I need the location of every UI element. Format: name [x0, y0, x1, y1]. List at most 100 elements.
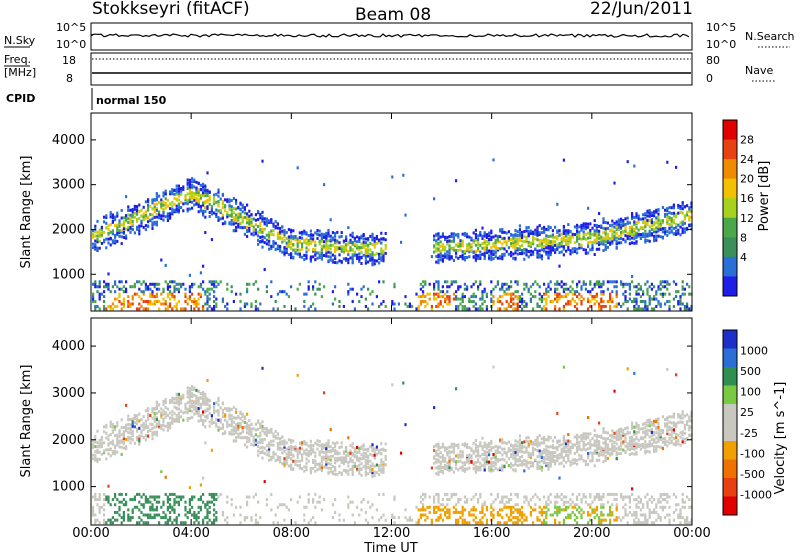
velocity-cell	[446, 492, 449, 496]
power-cell	[606, 245, 609, 249]
power-cell	[107, 231, 110, 235]
velocity-cell	[477, 444, 480, 448]
power-cell	[318, 233, 321, 237]
power-cell	[600, 290, 603, 294]
velocity-cell	[270, 443, 273, 447]
power-cell	[191, 206, 194, 210]
power-cell	[208, 202, 211, 206]
velocity-cell	[283, 503, 286, 507]
power-cell	[169, 190, 172, 194]
velocity-cell	[94, 521, 97, 525]
velocity-cell	[463, 469, 466, 473]
power-cell	[268, 236, 271, 240]
power-cell	[609, 242, 612, 246]
velocity-cell	[96, 448, 99, 452]
velocity-cell	[125, 437, 128, 441]
power-cell	[164, 302, 167, 306]
velocity-cell	[125, 427, 128, 431]
power-cell	[217, 188, 220, 192]
velocity-cell	[296, 455, 299, 459]
power-cell	[547, 241, 550, 245]
power-cell	[166, 204, 169, 208]
velocity-cell	[336, 472, 339, 476]
velocity-cell	[461, 518, 464, 522]
velocity-cell	[125, 445, 128, 449]
power-cell	[595, 295, 598, 299]
velocity-cell	[127, 417, 130, 421]
power-cell	[600, 297, 603, 301]
power-cell	[560, 242, 563, 246]
velocity-cell	[485, 505, 488, 509]
power-cell	[446, 302, 449, 306]
power-cell	[345, 248, 348, 252]
power-cell	[604, 221, 607, 225]
velocity-cell	[133, 441, 136, 445]
velocity-cell	[138, 492, 141, 496]
power-cell	[358, 255, 361, 259]
velocity-cell	[140, 518, 143, 522]
power-cell	[655, 226, 658, 230]
power-cell	[290, 234, 293, 238]
power-cell	[562, 247, 565, 251]
velocity-cell	[111, 442, 114, 446]
power-cell	[538, 292, 541, 296]
velocity-cell	[455, 521, 458, 525]
power-cell	[303, 231, 306, 235]
velocity-cell	[422, 492, 425, 496]
power-cell	[309, 235, 312, 239]
velocity-cell	[516, 495, 519, 499]
velocity-cell	[349, 457, 352, 461]
velocity-cell	[422, 503, 425, 507]
velocity-cell	[481, 464, 484, 468]
power-cell	[151, 295, 154, 299]
power-cell	[188, 192, 191, 196]
velocity-cell	[147, 415, 150, 419]
power-cell	[631, 232, 634, 236]
velocity-cell	[228, 413, 231, 417]
power-cell	[613, 230, 616, 234]
velocity-cell	[327, 462, 330, 466]
power-cell	[254, 307, 257, 311]
velocity-cell	[391, 516, 394, 520]
velocity-cell	[232, 425, 235, 429]
velocity-cell	[153, 417, 156, 421]
power-cell	[268, 239, 271, 243]
velocity-cell	[342, 462, 345, 466]
power-cell	[364, 255, 367, 259]
power-cell	[580, 287, 583, 291]
power-cell	[305, 292, 308, 296]
velocity-cell	[136, 521, 139, 525]
power-cell	[290, 256, 293, 260]
colorbar-tick-label: 8	[740, 231, 747, 244]
power-cell	[624, 290, 627, 294]
power-cell	[536, 238, 539, 242]
power-cell	[626, 235, 629, 239]
velocity-cell	[160, 413, 163, 417]
power-cell	[246, 212, 249, 216]
velocity-cell	[331, 470, 334, 474]
velocity-cell	[510, 505, 513, 509]
power-cell	[393, 282, 396, 286]
power-cell	[230, 222, 233, 226]
velocity-cell	[360, 457, 363, 461]
power-cell	[129, 221, 132, 225]
power-cell	[298, 248, 301, 252]
power-cell	[589, 228, 592, 232]
power-cell	[202, 304, 205, 308]
power-cell	[292, 237, 295, 241]
power-cell	[122, 235, 125, 239]
power-cell	[474, 302, 477, 306]
power-cell	[204, 205, 207, 209]
power-cell	[153, 210, 156, 214]
power-cell	[202, 209, 205, 213]
power-cell	[446, 297, 449, 301]
velocity-cell	[334, 498, 337, 502]
power-cell	[98, 297, 101, 301]
power-cell	[439, 251, 442, 255]
power-cell	[463, 258, 466, 262]
power-cell	[173, 297, 176, 301]
velocity-cell	[490, 513, 493, 517]
velocity-cell	[298, 463, 301, 467]
power-cell	[287, 295, 290, 299]
power-cell	[635, 297, 638, 301]
